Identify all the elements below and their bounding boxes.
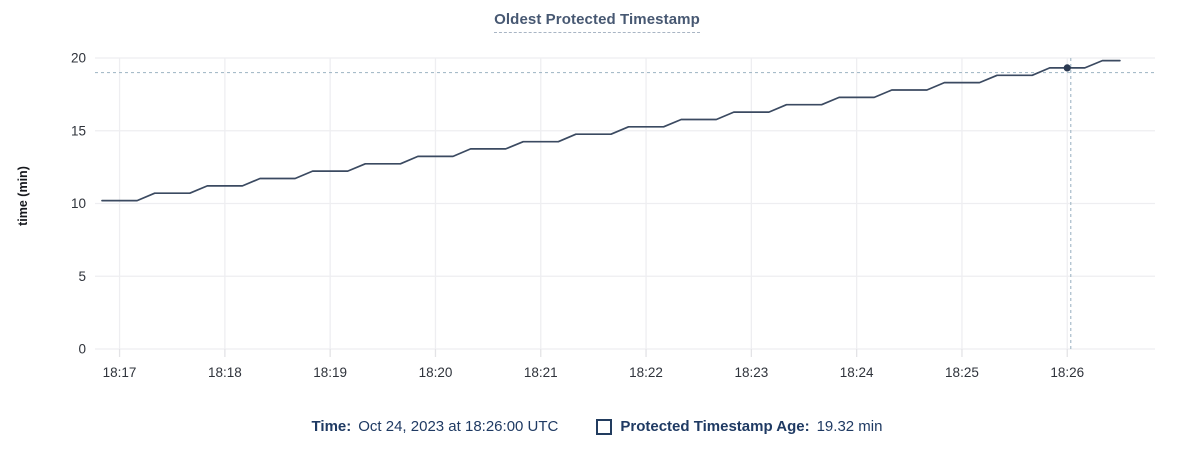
x-tick-label: 18:21	[524, 365, 558, 380]
legend-time-group: Time: Oct 24, 2023 at 18:26:00 UTC	[312, 418, 559, 435]
x-tick-label: 18:18	[208, 365, 242, 380]
y-tick-label: 0	[78, 342, 86, 357]
x-tick-label: 18:22	[629, 365, 663, 380]
y-tick-label: 20	[71, 51, 86, 66]
x-tick-label: 18:25	[945, 365, 979, 380]
series-toggle-checkbox[interactable]	[596, 418, 613, 435]
hover-point-marker	[1063, 64, 1071, 72]
x-tick-label: 18:20	[419, 365, 453, 380]
legend-time-label: Time:	[311, 418, 352, 435]
y-tick-label: 5	[78, 269, 86, 284]
legend-series-label: Protected Timestamp Age:	[620, 418, 810, 435]
chart-title[interactable]: Oldest Protected Timestamp	[494, 11, 700, 33]
legend-time-value: Oct 24, 2023 at 18:26:00 UTC	[358, 418, 559, 435]
x-tick-label: 18:24	[840, 365, 874, 380]
chart-legend: Time: Oct 24, 2023 at 18:26:00 UTC Prote…	[0, 418, 1194, 435]
chart-plot-area[interactable]: 0 5 10 15 20 18:17 18:18 18:19 18:20 18:21 18:22 18…	[0, 0, 1194, 410]
series-line	[101, 59, 1121, 202]
x-tick-label: 18:23	[734, 365, 768, 380]
y-tick-label: 15	[71, 123, 86, 138]
x-tick-label: 18:19	[313, 365, 347, 380]
legend-series-value: 19.32 min	[816, 418, 883, 435]
x-tick-label: 18:17	[103, 365, 137, 380]
chart-title-wrap: Oldest Protected Timestamp	[0, 11, 1194, 33]
legend-series-group: Protected Timestamp Age: 19.32 min	[596, 418, 882, 435]
x-tick-label: 18:26	[1050, 365, 1084, 380]
y-tick-label: 10	[71, 196, 86, 211]
